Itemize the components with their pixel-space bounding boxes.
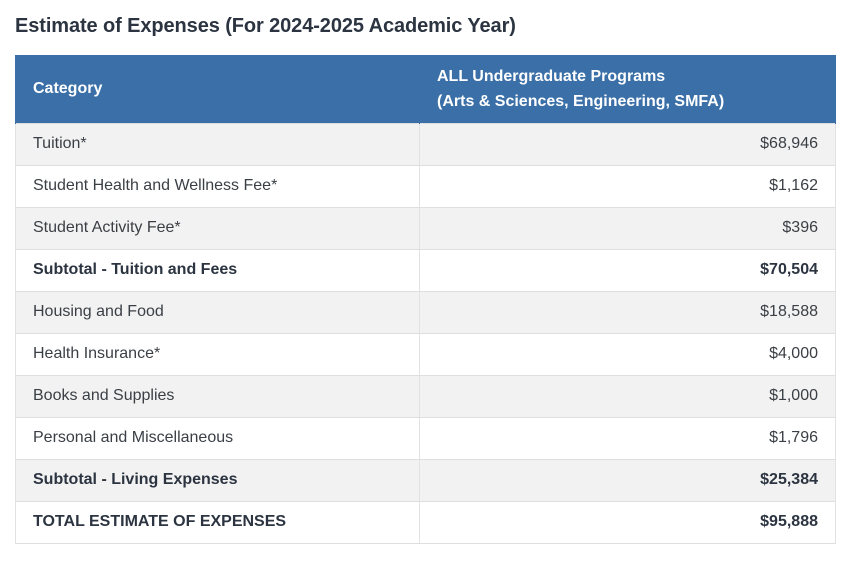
programs-column-header: ALL Undergraduate Programs (Arts & Scien… [419, 55, 836, 123]
row-label: Personal and Miscellaneous [15, 416, 420, 459]
row-label: Student Health and Wellness Fee* [15, 164, 420, 207]
row-amount: $95,888 [419, 500, 836, 544]
page-title: Estimate of Expenses (For 2024-2025 Acad… [15, 15, 516, 37]
programs-header-line2: (Arts & Sciences, Engineering, SMFA) [437, 92, 725, 110]
row-label: Subtotal - Tuition and Fees [15, 248, 420, 291]
expenses-table: Category ALL Undergraduate Programs (Art… [15, 55, 836, 544]
row-amount: $1,000 [419, 374, 836, 417]
row-amount: $1,796 [419, 416, 836, 459]
row-label: Books and Supplies [15, 374, 420, 417]
table-header: Category ALL Undergraduate Programs (Art… [15, 55, 836, 123]
row-amount: $396 [419, 206, 836, 249]
total-row: TOTAL ESTIMATE OF EXPENSES $95,888 [15, 500, 836, 544]
subtotal-row: Subtotal - Tuition and Fees $70,504 [15, 248, 836, 291]
row-amount: $70,504 [419, 248, 836, 291]
row-amount: $25,384 [419, 458, 836, 501]
row-amount: $68,946 [419, 122, 836, 165]
row-label: Housing and Food [15, 290, 420, 333]
table-row: Housing and Food $18,588 [15, 290, 836, 333]
row-amount: $4,000 [419, 332, 836, 375]
row-amount: $18,588 [419, 290, 836, 333]
row-amount: $1,162 [419, 164, 836, 207]
table-body: Tuition* $68,946 Student Health and Well… [15, 122, 836, 544]
table-row: Health Insurance* $4,000 [15, 332, 836, 375]
header-row: Category ALL Undergraduate Programs (Art… [15, 55, 836, 123]
table-row: Tuition* $68,946 [15, 122, 836, 165]
subtotal-row: Subtotal - Living Expenses $25,384 [15, 458, 836, 501]
category-column-header: Category [15, 55, 420, 123]
row-label: TOTAL ESTIMATE OF EXPENSES [15, 500, 420, 544]
row-label: Student Activity Fee* [15, 206, 420, 249]
programs-header-line1: ALL Undergraduate Programs [437, 67, 666, 85]
table-row: Books and Supplies $1,000 [15, 374, 836, 417]
table-row: Student Health and Wellness Fee* $1,162 [15, 164, 836, 207]
table-row: Student Activity Fee* $396 [15, 206, 836, 249]
row-label: Health Insurance* [15, 332, 420, 375]
row-label: Subtotal - Living Expenses [15, 458, 420, 501]
row-label: Tuition* [15, 122, 420, 165]
table-row: Personal and Miscellaneous $1,796 [15, 416, 836, 459]
